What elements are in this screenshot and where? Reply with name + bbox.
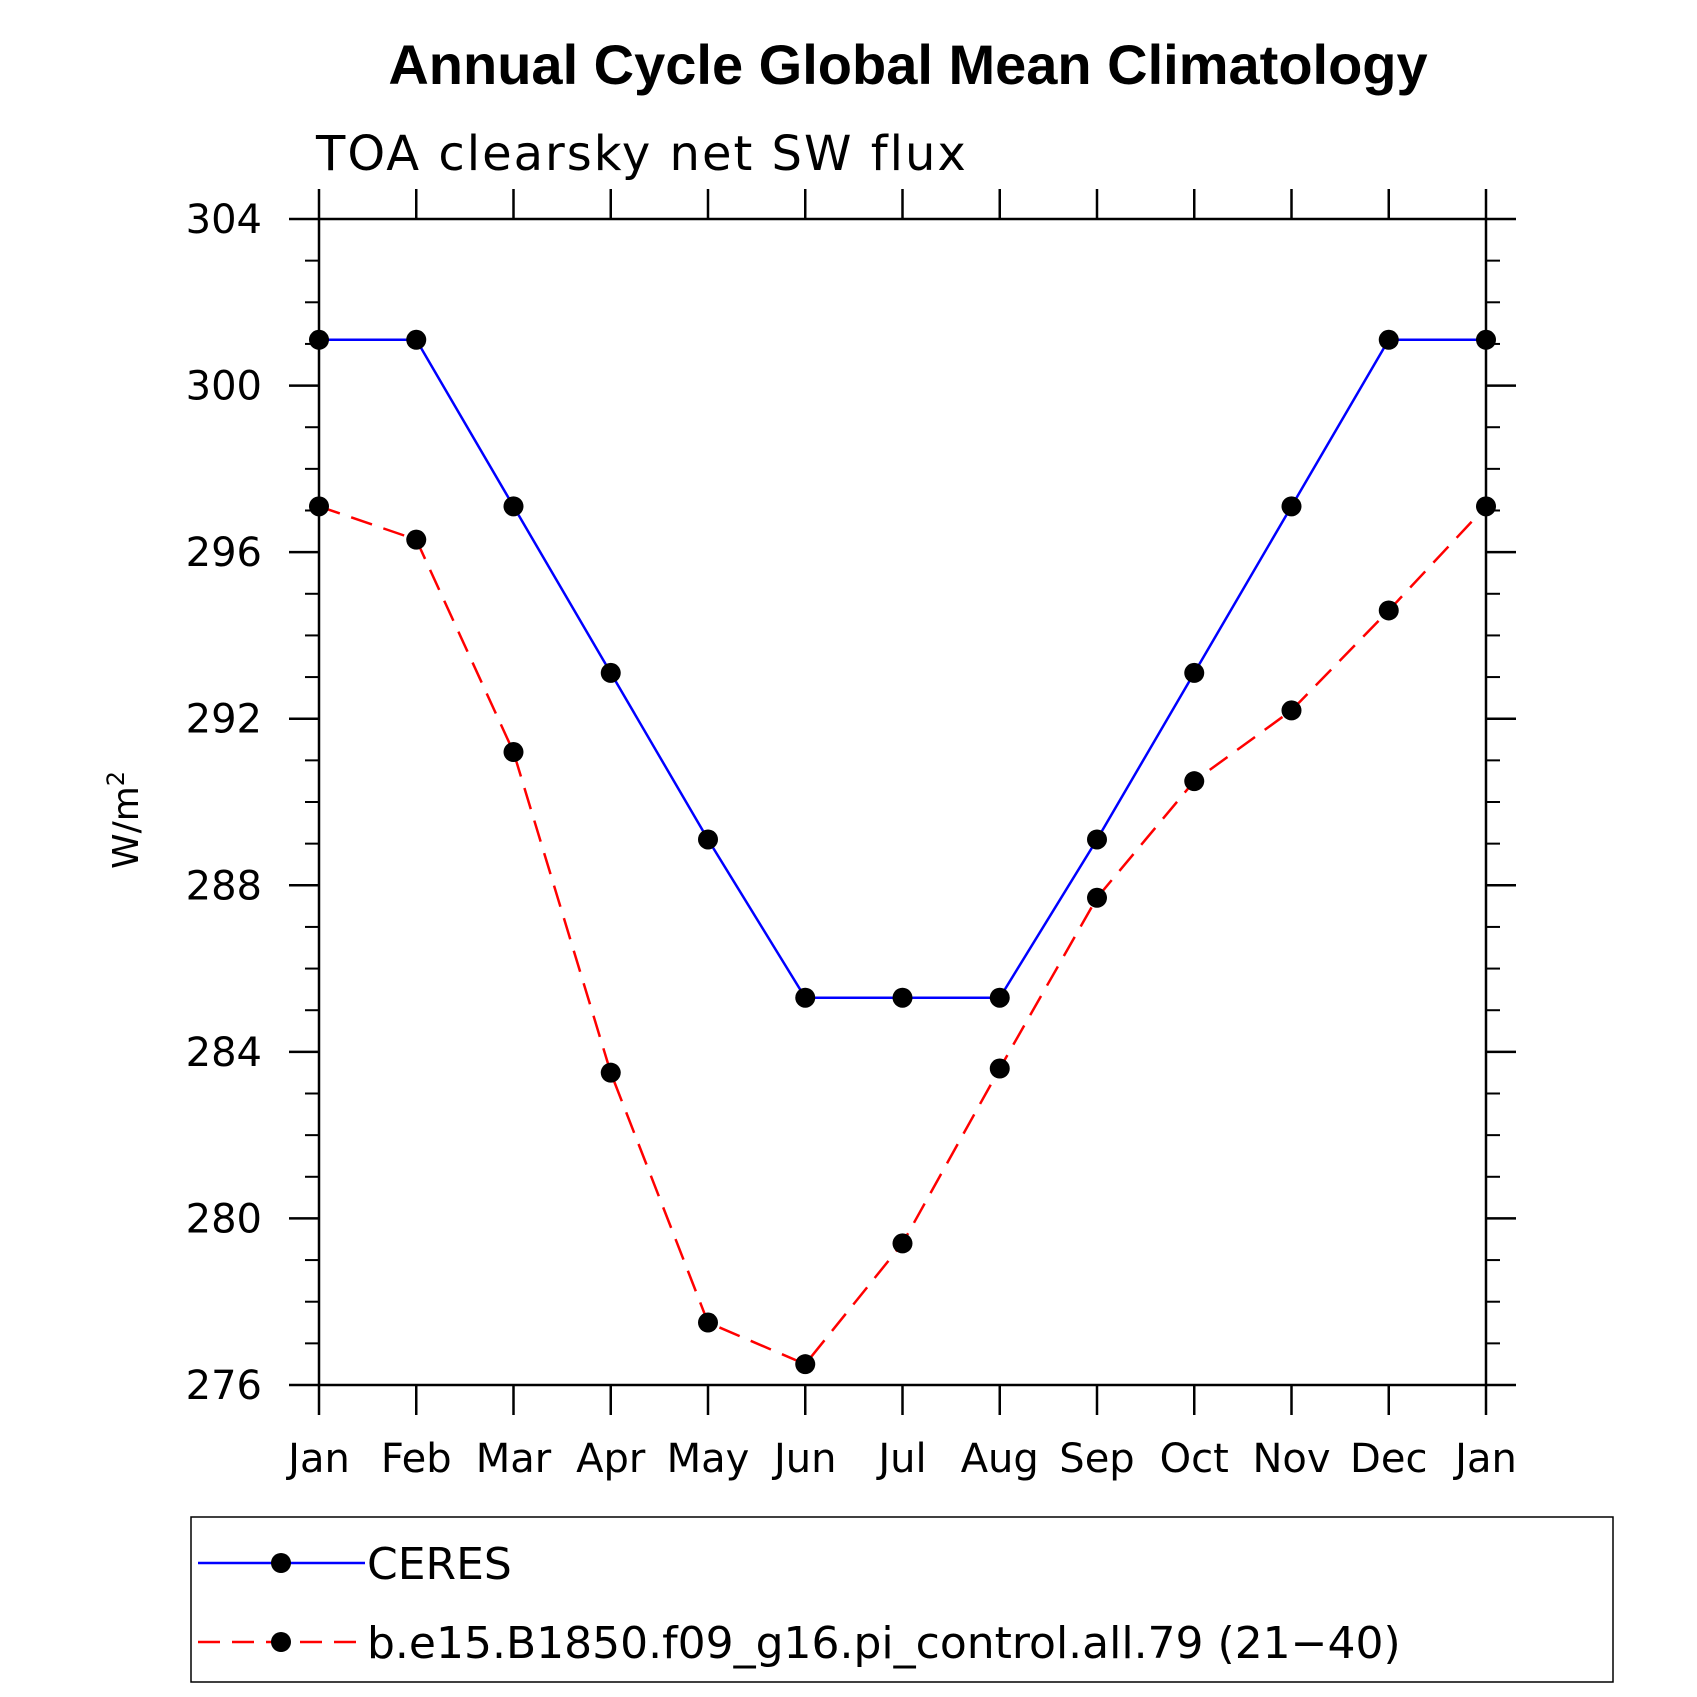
data-point-series-1 xyxy=(1087,887,1107,908)
legend-label-model: b.e15.B1850.f09_g16.pi_control.all.79 (2… xyxy=(367,1618,1401,1669)
x-tick-label: Jan xyxy=(1452,1436,1517,1482)
chart-title: Annual Cycle Global Mean Climatology xyxy=(388,33,1427,96)
data-point-series-0 xyxy=(1087,829,1107,850)
data-point-series-1 xyxy=(1378,600,1399,621)
data-point-series-1 xyxy=(989,1058,1010,1079)
data-point-series-1 xyxy=(1281,700,1302,721)
chart-subtitle: TOA clearsky net SW flux xyxy=(315,126,968,182)
x-tick-label: Jun xyxy=(771,1436,837,1482)
x-tick-label: May xyxy=(667,1436,750,1482)
series-layer xyxy=(309,329,1496,1375)
data-point-series-1 xyxy=(795,1354,816,1375)
data-point-series-1 xyxy=(1184,771,1205,792)
y-tick-label: 300 xyxy=(186,364,262,410)
series-line-0 xyxy=(319,338,1486,999)
data-point-series-0 xyxy=(1281,496,1302,517)
x-tick-label: Mar xyxy=(476,1436,552,1482)
x-tick-label: Dec xyxy=(1350,1436,1427,1482)
x-tick-label: Feb xyxy=(381,1436,452,1482)
y-tick-label: 284 xyxy=(186,1030,262,1076)
data-point-series-0 xyxy=(600,662,621,683)
data-point-series-0 xyxy=(1476,329,1496,350)
x-tick-label: Jul xyxy=(875,1436,926,1482)
data-point-series-0 xyxy=(1378,329,1399,350)
legend-item-ceres: CERES xyxy=(198,1539,512,1590)
data-point-series-0 xyxy=(989,987,1010,1008)
data-point-series-1 xyxy=(406,529,427,550)
y-axis-label-exponent: 2 xyxy=(102,771,130,786)
legend-item-model: b.e15.B1850.f09_g16.pi_control.all.79 (2… xyxy=(198,1618,1401,1669)
data-point-series-1 xyxy=(1476,496,1496,517)
y-axis-label-unit: W/m xyxy=(106,786,147,869)
legend-box xyxy=(190,1516,1614,1683)
data-point-series-0 xyxy=(406,329,427,350)
data-point-series-1 xyxy=(309,496,329,517)
y-tick-label: 292 xyxy=(186,697,262,743)
data-point-series-1 xyxy=(892,1233,913,1254)
data-point-series-0 xyxy=(1184,662,1205,683)
data-point-series-0 xyxy=(309,329,329,350)
data-point-series-0 xyxy=(698,829,718,850)
y-tick-label: 296 xyxy=(186,530,262,576)
legend-marker-model xyxy=(271,1632,291,1652)
x-tick-label: Oct xyxy=(1160,1436,1229,1482)
data-point-series-1 xyxy=(698,1312,718,1333)
y-tick-label: 276 xyxy=(186,1363,262,1409)
data-point-series-0 xyxy=(503,496,524,517)
data-point-series-0 xyxy=(892,987,913,1008)
legend-marker-ceres xyxy=(271,1553,291,1573)
data-point-series-0 xyxy=(795,987,816,1008)
x-tick-label: Aug xyxy=(961,1436,1039,1482)
x-tick-label: Jan xyxy=(285,1436,350,1482)
x-tick-label: Nov xyxy=(1252,1436,1330,1482)
data-point-series-1 xyxy=(600,1062,621,1083)
axes: Jan Feb Mar Apr May Jun Jul Aug Sep Oct Nov Dec Jan 2… xyxy=(186,189,1517,1482)
legend-label-ceres: CERES xyxy=(367,1539,512,1590)
y-tick-label: 280 xyxy=(186,1196,262,1242)
data-point-series-1 xyxy=(503,742,524,763)
y-tick-label: 304 xyxy=(186,197,262,243)
y-axis-label: W/m2 xyxy=(102,771,147,869)
plot-frame xyxy=(317,217,1488,1387)
y-tick-label: 288 xyxy=(186,863,262,909)
x-tick-label: Apr xyxy=(576,1436,646,1482)
x-tick-label: Sep xyxy=(1059,1436,1134,1482)
